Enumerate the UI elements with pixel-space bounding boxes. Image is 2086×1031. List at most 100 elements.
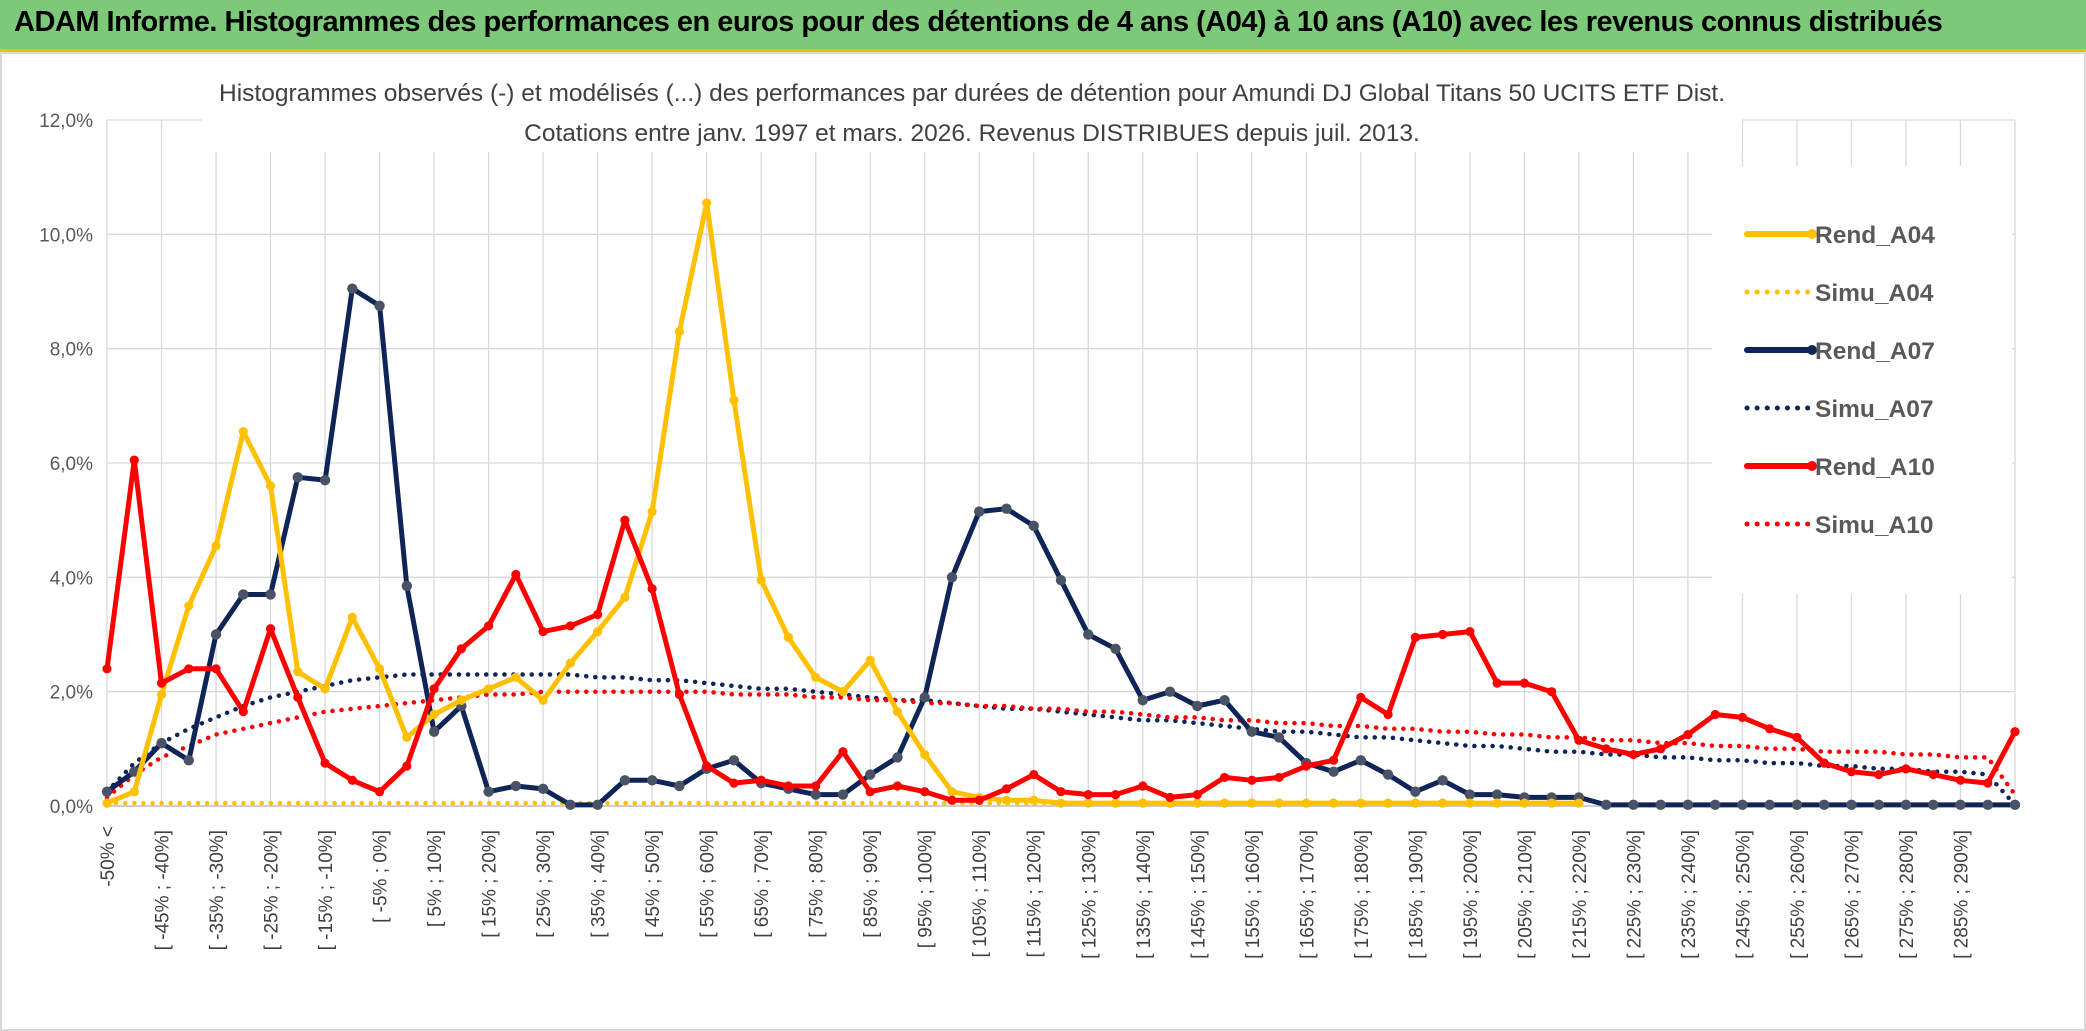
legend-label: Simu_A10	[1815, 512, 1933, 539]
data-point-rend_a10	[1383, 709, 1393, 720]
legend-background	[1712, 166, 2012, 594]
data-point-rend_a07	[1955, 799, 1966, 811]
data-point-rend_a10	[1301, 761, 1311, 771]
data-point-rend_a04	[1110, 798, 1121, 808]
data-point-rend_a07	[401, 580, 413, 592]
data-point-rend_a07	[1055, 574, 1067, 586]
axes: 0,0% 2,0% 4,0% 6,0% 8,0% 10,0% 12,0% -50% < [ -4…	[39, 111, 2015, 959]
x-tick-label: [ 255% ; 260%]	[1788, 830, 1809, 959]
data-point-rend_a04	[1219, 798, 1230, 808]
data-point-rend_a07	[183, 755, 194, 766]
data-point-rend_a10	[1765, 724, 1775, 734]
x-tick-label: [ 195% ; 200%]	[1461, 830, 1482, 959]
data-point-rend_a10	[1656, 744, 1666, 754]
data-point-rend_a10	[1083, 789, 1093, 800]
data-point-rend_a10	[1029, 769, 1039, 780]
data-point-rend_a10	[1547, 687, 1557, 697]
data-point-rend_a07	[265, 589, 276, 600]
chart-title: Histogrammes observés (-) et modélisés (…	[219, 80, 1725, 107]
series-line-rend_a04	[104, 200, 1582, 806]
data-point-rend_a07	[1437, 775, 1448, 786]
data-point-rend_a04	[756, 575, 766, 585]
data-point-rend_a04	[674, 326, 685, 337]
data-point-rend_a07	[619, 775, 631, 786]
data-point-rend_a07	[837, 789, 849, 800]
x-tick-label: [ 45% ; 50%]	[643, 830, 664, 938]
data-point-rend_a04	[1356, 798, 1366, 808]
data-point-rend_a10	[511, 569, 521, 580]
legend-marker-rend_a10	[1807, 461, 1817, 471]
series-line-simu_a07	[104, 672, 2018, 808]
x-tick-label: [ 65% ; 70%]	[752, 830, 773, 938]
legend-marker-rend_a04	[1807, 229, 1817, 239]
data-point-rend_a10	[1138, 781, 1148, 791]
data-point-rend_a10	[2010, 727, 2020, 737]
data-point-rend_a10	[702, 761, 712, 771]
data-point-rend_a07	[1110, 643, 1121, 654]
data-point-rend_a07	[919, 692, 930, 703]
data-point-rend_a10	[1601, 744, 1611, 754]
data-point-rend_a07	[374, 300, 385, 311]
data-point-rend_a07	[565, 799, 576, 811]
data-point-rend_a07	[1328, 766, 1339, 777]
data-point-rend_a07	[483, 786, 494, 797]
data-point-rend_a07	[210, 629, 222, 640]
legend-label: Simu_A07	[1815, 396, 1933, 423]
data-point-rend_a07	[592, 799, 603, 811]
data-point-rend_a07	[728, 755, 740, 766]
x-tick-label: [ 25% ; 30%]	[534, 830, 555, 938]
data-point-rend_a10	[1056, 787, 1066, 797]
data-point-rend_a04	[1465, 798, 1475, 808]
data-point-rend_a10	[1219, 772, 1230, 783]
data-point-rend_a10	[1465, 627, 1475, 637]
data-point-rend_a10	[1165, 792, 1175, 803]
data-point-rend_a07	[865, 769, 876, 780]
series-line-simu_a10	[104, 689, 2018, 800]
data-point-rend_a04	[1574, 798, 1584, 808]
data-point-rend_a10	[865, 787, 875, 797]
data-point-rend_a07	[156, 737, 167, 749]
x-tick-label: [ 285% ; 290%]	[1951, 830, 1972, 959]
data-point-rend_a04	[1328, 798, 1339, 808]
data-point-rend_a04	[102, 798, 112, 808]
data-point-rend_a10	[1683, 729, 1693, 740]
data-point-rend_a07	[537, 783, 549, 795]
data-point-rend_a10	[1928, 769, 1938, 780]
y-tick-label: 6,0%	[50, 454, 93, 475]
data-point-rend_a10	[974, 795, 984, 805]
x-tick-label: [ -5% ; 0%]	[371, 830, 392, 923]
data-point-rend_a10	[429, 684, 439, 694]
data-point-rend_a07	[1083, 629, 1094, 640]
data-point-rend_a10	[1874, 769, 1884, 780]
data-point-rend_a07	[892, 752, 903, 763]
data-point-rend_a10	[1955, 775, 1966, 785]
x-tick-label: [ 115% ; 120%]	[1025, 830, 1046, 957]
data-point-rend_a07	[1928, 799, 1939, 811]
data-point-rend_a04	[484, 684, 494, 694]
x-tick-label: [ 265% ; 270%]	[1842, 830, 1863, 959]
x-tick-label: [ 215% ; 220%]	[1570, 830, 1591, 959]
data-point-rend_a10	[838, 747, 848, 757]
data-point-rend_a10	[1846, 767, 1857, 777]
data-point-rend_a10	[402, 761, 412, 771]
x-tick-label: [ 245% ; 250%]	[1733, 830, 1754, 959]
data-point-rend_a07	[2009, 799, 2021, 811]
data-point-rend_a04	[1547, 798, 1557, 808]
x-tick-label: [ 135% ; 140%]	[1134, 830, 1155, 959]
data-point-rend_a10	[1274, 772, 1284, 783]
data-point-rend_a10	[811, 781, 821, 791]
data-point-rend_a04	[1438, 798, 1448, 808]
data-point-rend_a04	[129, 787, 139, 797]
x-tick-label: [ 155% ; 160%]	[1243, 830, 1264, 959]
report-banner: ADAM Informe. Histogrammes des performan…	[0, 0, 2086, 52]
data-point-rend_a10	[1492, 678, 1502, 688]
data-point-rend_a04	[1410, 798, 1420, 808]
data-point-rend_a04	[1247, 798, 1257, 808]
data-point-rend_a10	[211, 664, 221, 674]
chart-frame: 0,0% 2,0% 4,0% 6,0% 8,0% 10,0% 12,0% -50% < [ -4…	[0, 52, 2086, 1031]
y-tick-label: 12,0%	[39, 111, 93, 132]
x-tick-label: [ 85% ; 90%]	[861, 830, 882, 938]
data-point-rend_a04	[211, 541, 221, 551]
data-point-rend_a10	[347, 775, 357, 785]
x-tick-label: [ 95% ; 100%]	[916, 830, 937, 948]
